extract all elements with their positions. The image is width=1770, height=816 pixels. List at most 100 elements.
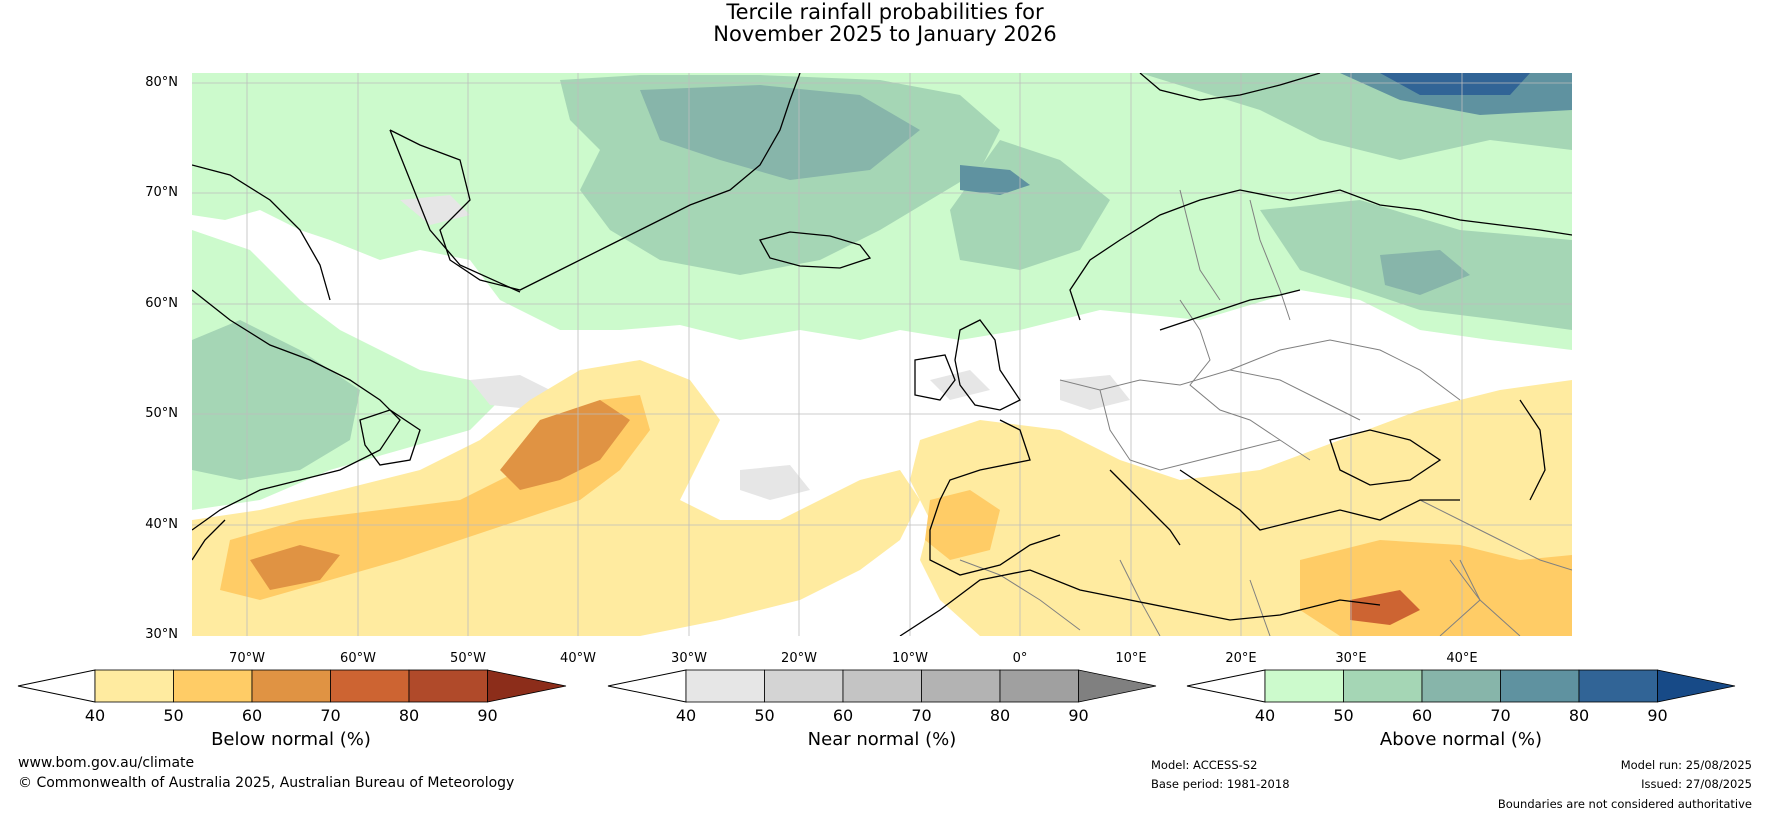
colorbar-above-bin-40-50 <box>1264 669 1344 703</box>
coast-us-east <box>192 519 226 561</box>
coast-caspian <box>1519 399 1546 501</box>
coast-svalbard-arctic <box>1139 73 1321 101</box>
lon-label-40w: 40°W <box>560 651 596 666</box>
map-panel <box>192 73 1572 636</box>
colorbar-below-tick: 80 <box>398 706 420 725</box>
copyright: © Commonwealth of Australia 2025, Austra… <box>18 775 515 791</box>
colorbar-above-extend-low <box>1186 669 1266 703</box>
colorbar-above-bin-60-70 <box>1421 669 1501 703</box>
coast-uk <box>954 319 1021 411</box>
colorbar-above-tick: 50 <box>1333 706 1354 725</box>
colorbar-above-tick: 60 <box>1411 706 1433 725</box>
colorbar-above-tick: 70 <box>1490 706 1511 725</box>
colorbar-below-extend-high <box>487 669 567 703</box>
border-north-africa <box>959 559 1521 636</box>
map-title-line1: Tercile rainfall probabilities for <box>726 0 1044 24</box>
colorbar-near-bin-60-70 <box>842 669 922 703</box>
colorbar-below-bin-70-80 <box>330 669 410 703</box>
colorbar-below-tick: 40 <box>84 706 106 725</box>
border-europe-1 <box>1059 369 1361 421</box>
below-normal-region-atlantic-core <box>220 395 650 600</box>
border-europe-3 <box>1179 299 1281 441</box>
coast-greenland-2 <box>389 129 521 293</box>
lon-label-20w: 20°W <box>781 651 817 666</box>
website-link: www.bom.gov.au/climate <box>18 755 195 771</box>
coast-italy <box>1109 469 1181 546</box>
lon-label-10e: 10°E <box>1115 651 1147 666</box>
lat-label-50n: 50°N <box>145 406 178 421</box>
coast-balkans-turkey <box>1179 469 1460 531</box>
colorbar-above-tick: 80 <box>1568 706 1590 725</box>
coast-north-africa <box>899 569 1381 636</box>
colorbar-below-tick: 60 <box>241 706 263 725</box>
coast-newfoundland <box>359 409 421 466</box>
lon-label-30w: 30°W <box>671 651 707 666</box>
lat-label-40n: 40°N <box>145 517 178 532</box>
colorbar-above-tick: 90 <box>1647 706 1668 725</box>
border-europe-4 <box>1229 339 1461 401</box>
coast-europe-west <box>929 419 1061 576</box>
colorbar-near-bin-50-60 <box>764 669 844 703</box>
colorbar-above-bin-80-90 <box>1578 669 1658 703</box>
coast-baffin <box>192 164 331 301</box>
coast-scandinavia <box>1069 189 1572 321</box>
lon-label-40e: 40°E <box>1446 651 1478 666</box>
lon-label-30e: 30°E <box>1335 651 1367 666</box>
lat-label-70n: 70°N <box>145 185 178 200</box>
border-europe-2 <box>1099 389 1311 471</box>
colorbar-below-tick: 90 <box>477 706 498 725</box>
colorbar-near-tick: 70 <box>911 706 932 725</box>
lat-label-30n: 30°N <box>145 627 178 642</box>
above-normal-region-labrador-core <box>192 320 360 480</box>
colorbar-below-bin-80-90 <box>408 669 488 703</box>
colorbar-below-tick: 50 <box>163 706 184 725</box>
coast-black-sea <box>1329 429 1442 486</box>
above-normal-region-russia-core <box>1380 250 1470 295</box>
lon-label-20e: 20°E <box>1225 651 1257 666</box>
colorbar-below-extend-low <box>17 669 96 703</box>
coast-labrador <box>192 289 401 531</box>
coast-baltic <box>1159 289 1301 331</box>
border-nordic <box>1179 189 1291 321</box>
colorbar-near-extend-low <box>607 669 687 703</box>
colorbar-below-bin-50-60 <box>173 669 253 703</box>
colorbar-below-tick: 70 <box>320 706 341 725</box>
issued-date: Issued: 27/08/2025 <box>1641 777 1752 791</box>
colorbar-above-bin-70-80 <box>1500 669 1580 703</box>
near-normal-region-3 <box>1060 375 1130 410</box>
lon-label-50w: 50°W <box>450 651 486 666</box>
colorbar-near-bin-80-90 <box>999 669 1079 703</box>
colorbar-below-label: Below normal (%) <box>211 729 371 750</box>
above-normal-region-norway-core <box>960 165 1030 195</box>
above-normal-region-barents-peak <box>1380 73 1530 95</box>
lon-label-0: 0° <box>1012 651 1028 666</box>
near-normal-region-2 <box>740 465 810 500</box>
colorbar-near-tick: 50 <box>754 706 775 725</box>
coast-iceland <box>759 231 872 269</box>
lat-label-60n: 60°N <box>145 296 178 311</box>
colorbar-near-tick: 90 <box>1068 706 1089 725</box>
lon-label-70w: 70°W <box>229 651 265 666</box>
colorbar-below-normal <box>17 669 567 703</box>
model-name: Model: ACCESS-S2 <box>1151 758 1258 772</box>
border-middle-east <box>1419 499 1572 636</box>
colorbar-below-bin-60-70 <box>251 669 331 703</box>
below-normal-region-atlantic-strong-2 <box>250 545 340 590</box>
above-normal-regions <box>192 73 1572 625</box>
coast-ireland <box>914 354 956 401</box>
colorbar-above-bin-50-60 <box>1343 669 1423 703</box>
coast-greenland <box>389 73 801 291</box>
base-period: Base period: 1981-2018 <box>1151 777 1290 791</box>
colorbar-above-normal <box>1186 669 1736 703</box>
below-normal-region-atlantic-strong <box>500 400 630 490</box>
lon-label-10w: 10°W <box>892 651 928 666</box>
lon-label-60w: 60°W <box>340 651 376 666</box>
colorbar-above-tick: 40 <box>1254 706 1276 725</box>
colorbar-near-bin-70-80 <box>921 669 1001 703</box>
colorbar-above-label: Above normal (%) <box>1379 729 1543 750</box>
country-borders <box>959 189 1572 636</box>
colorbar-near-extend-high <box>1078 669 1157 703</box>
lat-label-80n: 80°N <box>145 75 178 90</box>
coastlines <box>192 73 1572 636</box>
